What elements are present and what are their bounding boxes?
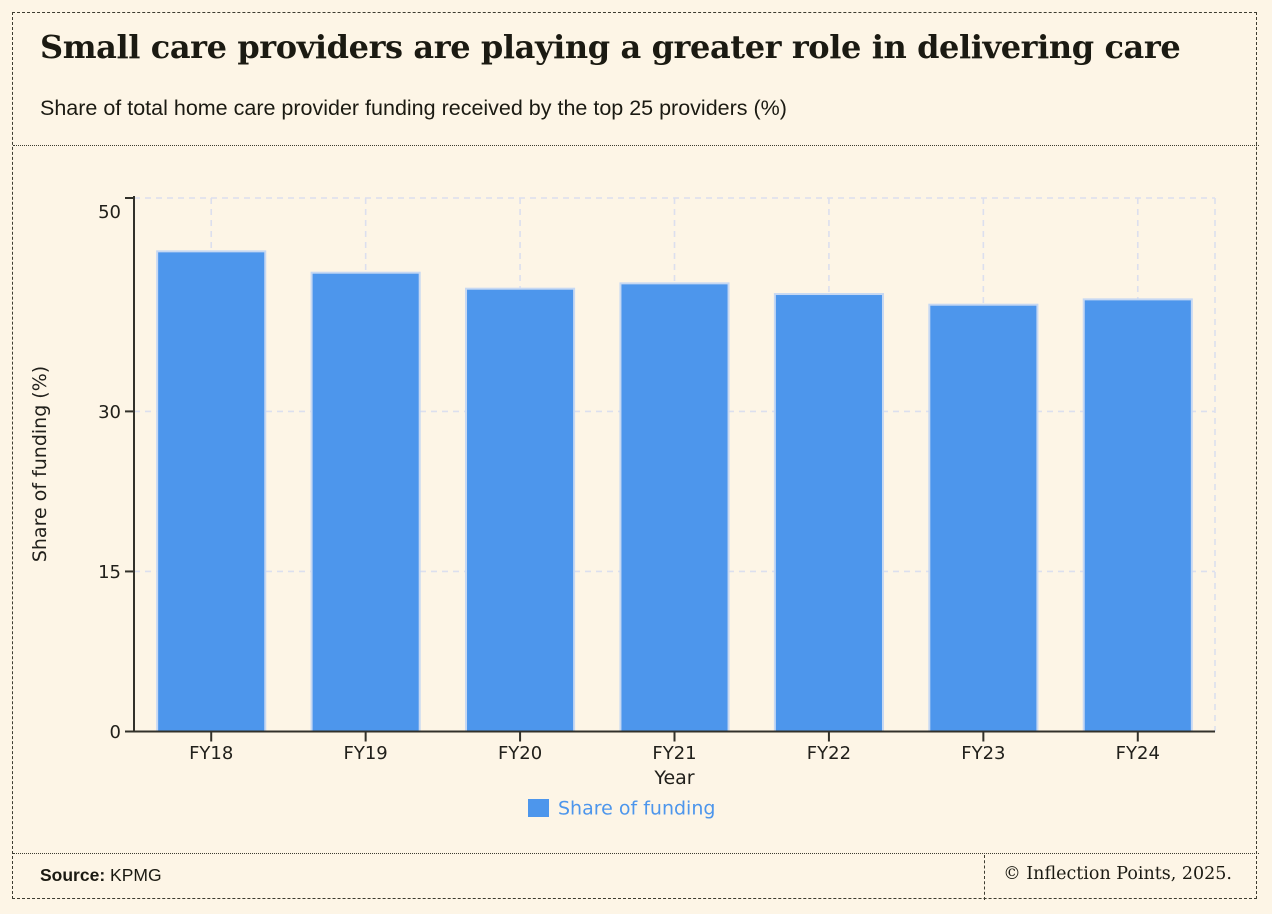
footer-vertical-divider xyxy=(984,855,985,900)
infographic-card xyxy=(12,12,1257,899)
footer-divider-line xyxy=(13,853,1259,854)
source-value: KPMG xyxy=(110,865,162,885)
page-subtitle: Share of total home care provider fundin… xyxy=(40,96,787,120)
copyright-note: © Inflection Points, 2025. xyxy=(1003,864,1232,884)
source-label: Source: xyxy=(40,865,106,885)
page-title: Small care providers are playing a great… xyxy=(40,28,1181,66)
header-divider xyxy=(13,145,1259,146)
source-note: Source: KPMG xyxy=(40,865,162,886)
